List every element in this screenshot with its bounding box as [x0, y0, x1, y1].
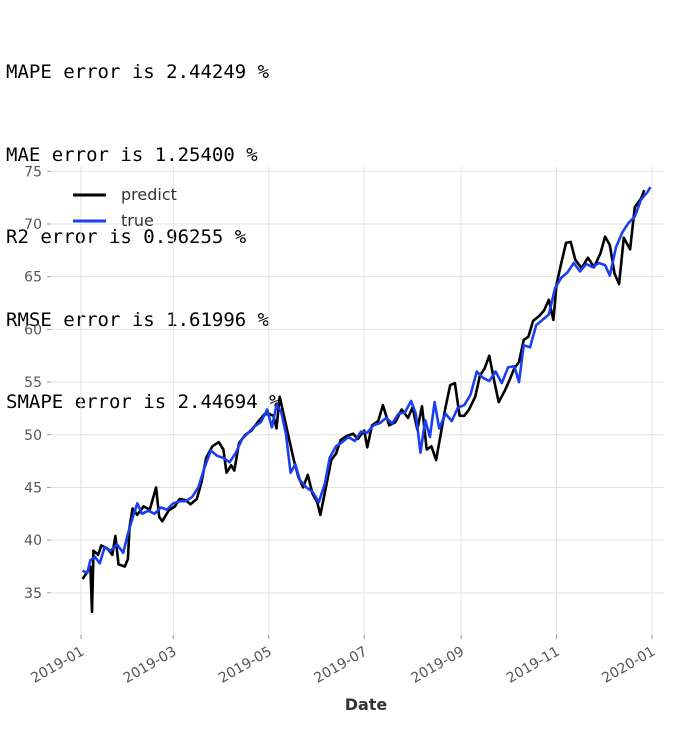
- legend-label-predict: predict: [121, 185, 177, 204]
- y-tick-label: 60: [24, 322, 42, 338]
- x-tick-label: 2019-09: [408, 644, 467, 687]
- metrics-block: MAPE error is 2.44249 % MAE error is 1.2…: [6, 4, 281, 444]
- series-layer: [81, 186, 652, 614]
- metric-rmse: RMSE error is 1.61996 %: [6, 308, 270, 331]
- y-tick-label: 50: [24, 428, 42, 444]
- series-line-predict: [81, 189, 646, 614]
- x-tick-label: 2019-01: [28, 644, 87, 687]
- metric-r2: R2 error is 0.96255 %: [6, 226, 247, 248]
- y-tick-label: 40: [24, 533, 42, 549]
- y-tick-label: 70: [24, 217, 42, 233]
- x-tick-label: 2020-01: [599, 644, 658, 687]
- legend-label-true: true: [121, 211, 154, 230]
- metric-smape: SMAPE error is 2.44694 %: [6, 391, 281, 413]
- x-axis: 2019-01 2019-03 2019-05 2019-07 2019-09 2019-…: [28, 635, 658, 687]
- x-tick-label: 2019-05: [216, 644, 275, 687]
- legend: predict true: [73, 185, 177, 230]
- x-tick-label: 2019-11: [504, 644, 563, 687]
- x-tick-label: 2019-03: [121, 644, 180, 687]
- y-tick-label: 75: [24, 164, 42, 180]
- metric-mape: MAPE error is 2.44249 %: [6, 61, 270, 83]
- y-tick-label: 65: [24, 270, 42, 286]
- series-line-true: [82, 186, 652, 575]
- y-tick-label: 45: [24, 480, 42, 496]
- y-tick-label: 55: [24, 375, 42, 391]
- x-tick-label: 2019-07: [311, 644, 370, 687]
- x-axis-title: Date: [345, 695, 388, 714]
- grid: [51, 166, 664, 635]
- metric-mae: MAE error is 1.25400 %: [6, 143, 258, 166]
- y-tick-label: 35: [24, 586, 42, 602]
- y-axis: 35 40 45 50 55 60 65 70 75: [24, 164, 51, 602]
